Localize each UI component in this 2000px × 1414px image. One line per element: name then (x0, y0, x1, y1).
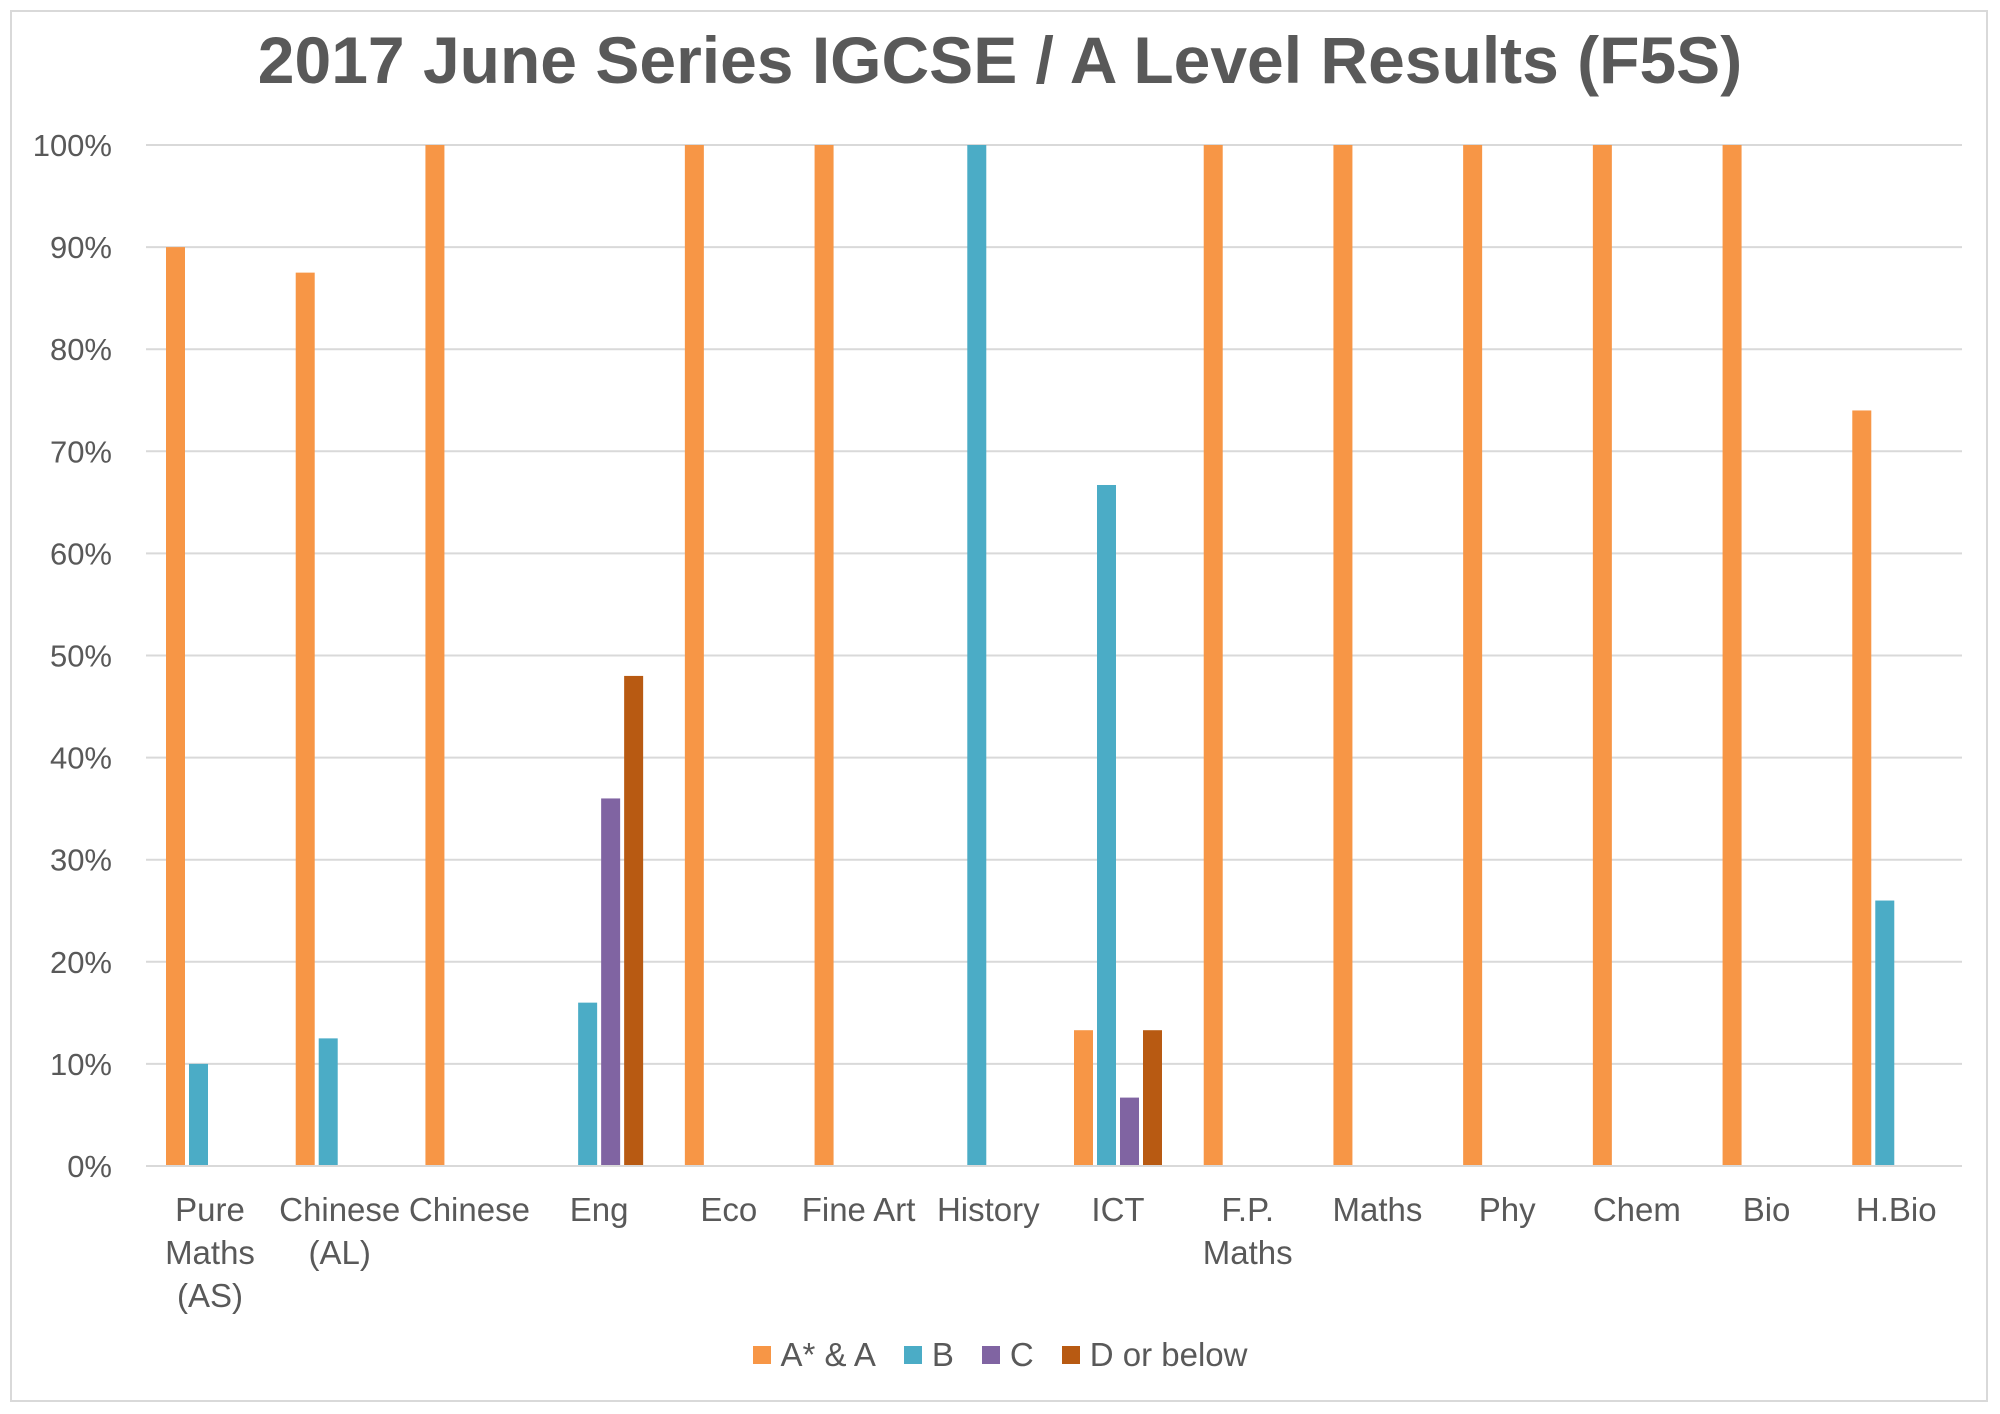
legend-item: C (981, 1336, 1034, 1374)
legend-item: D or below (1061, 1336, 1248, 1374)
x-tick-label: F.P. (1221, 1191, 1274, 1228)
x-tick-label: ICT (1091, 1191, 1144, 1228)
bar (814, 145, 834, 1166)
chart-legend: A* & A B C D or below (0, 1336, 2000, 1374)
y-tick-label: 20% (50, 945, 112, 980)
bar (1203, 145, 1223, 1166)
x-tick-label: Eng (570, 1191, 629, 1228)
bar (601, 798, 621, 1166)
y-tick-label: 90% (50, 230, 112, 265)
chart-frame (10, 10, 1988, 1402)
legend-item: B (903, 1336, 954, 1374)
y-tick-label: 80% (50, 332, 112, 367)
x-tick-label: Pure (175, 1191, 245, 1228)
x-tick-label: Phy (1479, 1191, 1536, 1228)
bar (1143, 1030, 1162, 1166)
x-tick-label: Maths (1332, 1191, 1422, 1228)
bar (1592, 145, 1612, 1166)
x-tick-label: (AL) (309, 1234, 371, 1271)
chart-title: 2017 June Series IGCSE / A Level Results… (257, 23, 1743, 97)
bar (1463, 145, 1483, 1166)
bar (1097, 484, 1116, 1166)
y-tick-label: 50% (50, 639, 112, 674)
bar (624, 675, 644, 1166)
y-tick-label: 10% (50, 1047, 112, 1082)
bar (1852, 410, 1872, 1167)
legend-swatch (903, 1346, 922, 1364)
bar (425, 145, 445, 1166)
x-tick-label: History (937, 1191, 1040, 1228)
x-tick-label: Maths (1203, 1234, 1293, 1271)
y-tick-label: 100% (33, 128, 112, 163)
x-tick-label: H.Bio (1856, 1191, 1937, 1228)
y-tick-label: 60% (50, 536, 112, 571)
y-tick-label: 40% (50, 741, 112, 776)
bar (1875, 900, 1895, 1166)
x-tick-label: (AS) (177, 1277, 243, 1314)
y-tick-label: 70% (50, 434, 112, 469)
bar (189, 1063, 208, 1166)
bar (166, 247, 185, 1167)
legend-swatch (752, 1346, 771, 1364)
x-tick-label: Fine Art (802, 1191, 916, 1228)
bar (1074, 1030, 1093, 1166)
y-tick-label: 0% (67, 1149, 112, 1184)
bar (295, 272, 315, 1166)
legend-label: D or below (1089, 1336, 1248, 1373)
x-tick-label: Chinese (409, 1191, 530, 1228)
x-tick-label: Chinese (279, 1191, 400, 1228)
x-tick-label: Maths (165, 1234, 255, 1271)
bar (684, 145, 704, 1166)
legend-item: A* & A (752, 1336, 876, 1374)
legend-label: C (1009, 1336, 1034, 1373)
x-tick-label: Bio (1743, 1191, 1791, 1228)
bar (578, 1002, 598, 1166)
bar (318, 1038, 338, 1166)
legend-swatch (981, 1346, 1000, 1364)
x-tick-label: Eco (700, 1191, 757, 1228)
legend-swatch (1061, 1346, 1080, 1364)
bar (1120, 1097, 1139, 1166)
legend-label: B (931, 1336, 954, 1373)
legend-label: A* & A (780, 1336, 876, 1373)
bar (1722, 145, 1742, 1166)
bar (1333, 145, 1353, 1166)
y-tick-label: 30% (50, 843, 112, 878)
x-tick-label: Chem (1593, 1191, 1681, 1228)
bar (967, 145, 987, 1166)
